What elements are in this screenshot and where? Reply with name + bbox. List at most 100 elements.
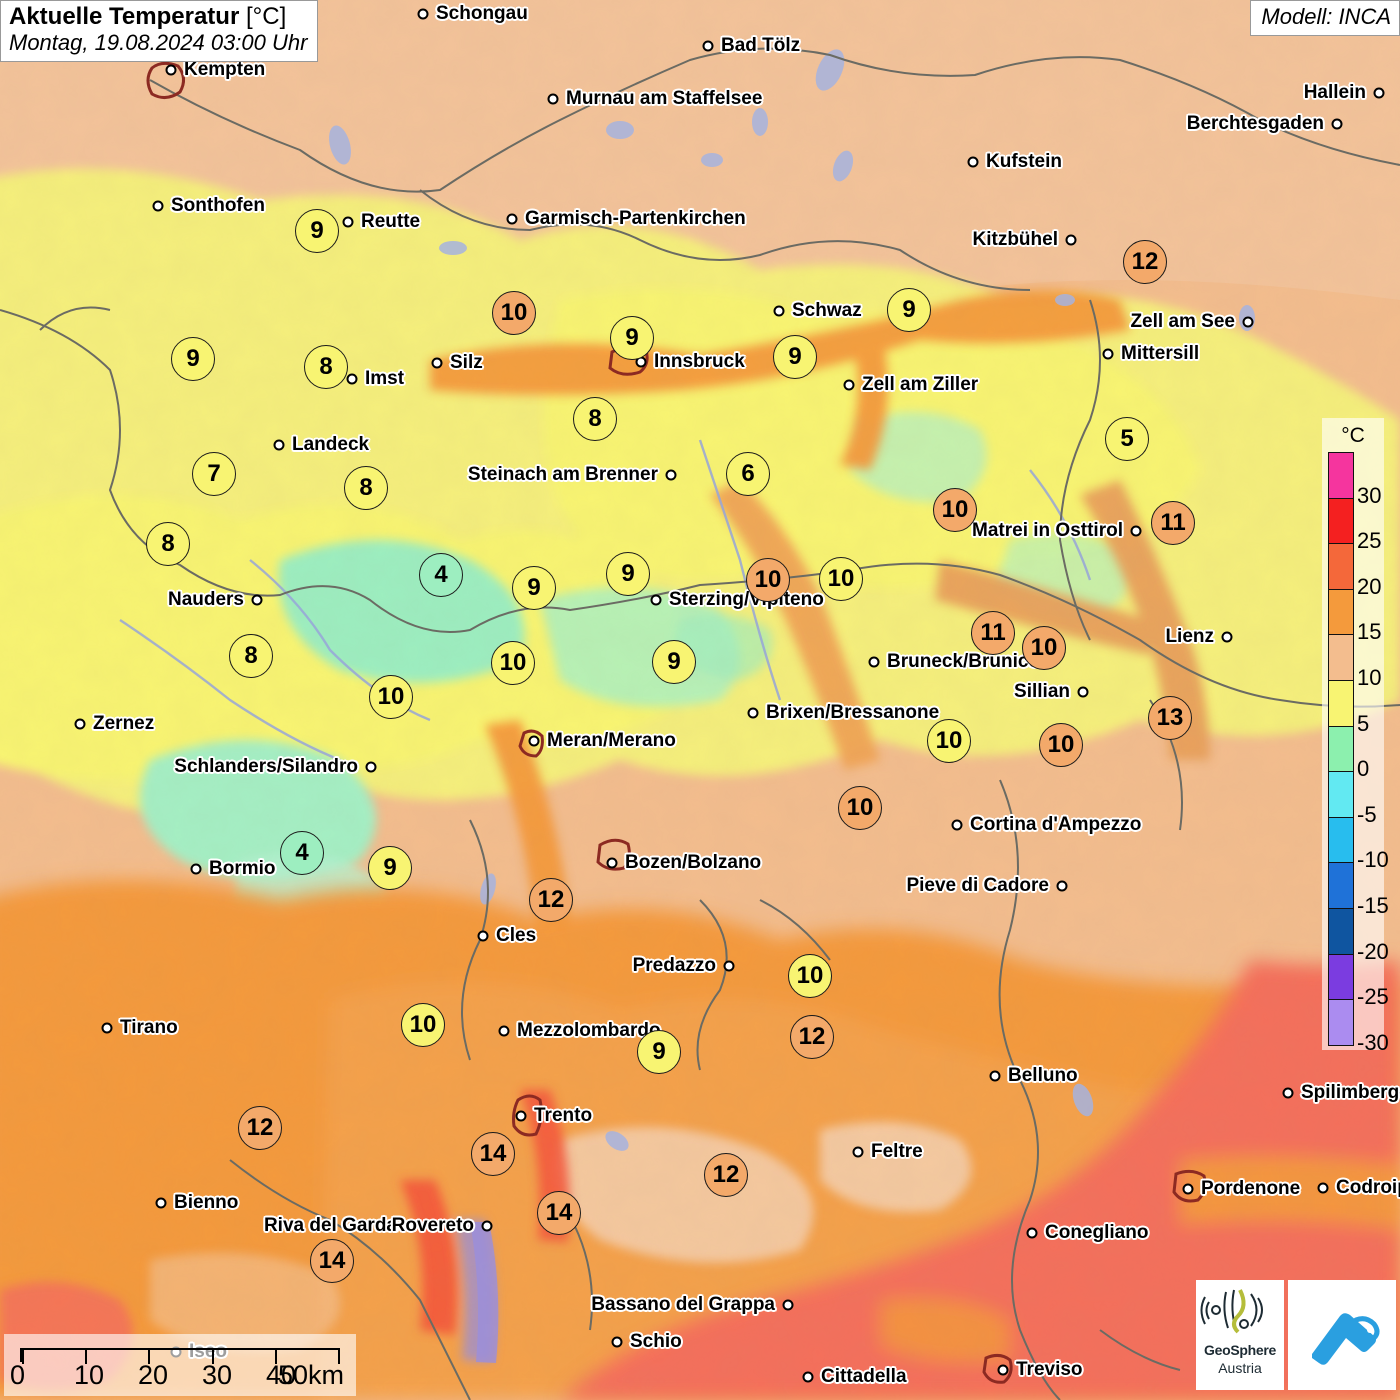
- temperature-station-marker[interactable]: 14: [310, 1239, 354, 1283]
- temperature-station-marker[interactable]: 4: [280, 831, 324, 875]
- scale-label: 0: [10, 1360, 26, 1390]
- city-label: Sonthofen: [171, 195, 265, 216]
- temperature-station-marker[interactable]: 10: [933, 488, 977, 532]
- temperature-station-marker[interactable]: 9: [295, 209, 339, 253]
- city-label: Rovereto: [391, 1215, 474, 1236]
- city-label: Schwaz: [792, 300, 862, 321]
- temperature-station-marker[interactable]: 9: [637, 1030, 681, 1074]
- temperature-station-marker[interactable]: 9: [368, 846, 412, 890]
- temperature-station-marker[interactable]: 9: [887, 288, 931, 332]
- city-dot-icon: [346, 373, 358, 385]
- city-dot-icon: [342, 216, 354, 228]
- temperature-station-marker[interactable]: 6: [726, 452, 770, 496]
- legend-tick-label: 5: [1357, 710, 1370, 736]
- temperature-station-marker[interactable]: 9: [512, 566, 556, 610]
- temperature-station-marker[interactable]: 9: [171, 337, 215, 381]
- temperature-station-marker[interactable]: 13: [1148, 696, 1192, 740]
- model-label: Modell: INCA: [1261, 4, 1391, 29]
- city-dot-icon: [365, 761, 377, 773]
- temperature-station-marker[interactable]: 8: [344, 466, 388, 510]
- temperature-station-marker[interactable]: 8: [573, 397, 617, 441]
- city-dot-icon: [1182, 1183, 1194, 1195]
- temperature-station-marker[interactable]: 8: [229, 634, 273, 678]
- temperature-station-marker[interactable]: 10: [1022, 626, 1066, 670]
- city-dot-icon: [606, 857, 618, 869]
- city-label: Nauders: [167, 589, 244, 610]
- city-dot-icon: [528, 735, 540, 747]
- city-dot-icon: [702, 40, 714, 52]
- city-label: Murnau am Staffelsee: [566, 88, 763, 109]
- temperature-station-marker[interactable]: 10: [927, 719, 971, 763]
- temperature-station-marker[interactable]: 12: [1123, 240, 1167, 284]
- city-label: Schio: [630, 1331, 682, 1352]
- temperature-station-marker[interactable]: 9: [610, 316, 654, 360]
- title-text: Aktuelle Temperatur: [9, 3, 240, 30]
- city-label: Feltre: [871, 1141, 923, 1162]
- temperature-station-marker[interactable]: 12: [790, 1015, 834, 1059]
- legend-unit-label: °C: [1341, 424, 1365, 447]
- city-label: Schlanders/Silandro: [174, 756, 358, 777]
- city-label: Kitzbühel: [972, 229, 1059, 250]
- temperature-station-marker[interactable]: 8: [146, 522, 190, 566]
- temperature-station-marker[interactable]: 11: [971, 611, 1015, 655]
- city-dot-icon: [997, 1364, 1009, 1376]
- city-label: Sillian: [1014, 681, 1070, 702]
- legend-band-minus20: -20: [1328, 907, 1389, 964]
- city-label: Bozen/Bolzano: [625, 852, 762, 873]
- temperature-station-marker[interactable]: 14: [471, 1132, 515, 1176]
- city-dot-icon: [1242, 316, 1254, 328]
- legend-tick-label: -25: [1357, 984, 1389, 1010]
- city-label: Schongau: [436, 3, 528, 24]
- temperature-station-marker[interactable]: 14: [537, 1191, 581, 1235]
- title-unit: [°C]: [245, 3, 287, 30]
- city-label: Cortina d'Ampezzo: [970, 814, 1142, 835]
- city-label: Reutte: [361, 211, 421, 232]
- temperature-station-marker[interactable]: 10: [819, 557, 863, 601]
- city-dot-icon: [1130, 525, 1142, 537]
- temperature-station-marker[interactable]: 10: [788, 954, 832, 998]
- scale-tick: [274, 1350, 277, 1364]
- city-dot-icon: [1056, 880, 1068, 892]
- temperature-station-marker[interactable]: 11: [1151, 501, 1195, 545]
- temperature-station-marker[interactable]: 12: [238, 1106, 282, 1150]
- temperature-station-marker[interactable]: 9: [606, 552, 650, 596]
- city-dot-icon: [802, 1371, 814, 1383]
- partner-logo[interactable]: [1288, 1280, 1396, 1390]
- temperature-station-marker[interactable]: 4: [419, 553, 463, 597]
- city-dot-icon: [506, 213, 518, 225]
- geosphere-austria-logo[interactable]: GeoSphere Austria: [1196, 1280, 1284, 1390]
- legend-tick-label: 15: [1357, 619, 1382, 645]
- temperature-station-marker[interactable]: 10: [401, 1003, 445, 1047]
- temperature-station-marker[interactable]: 10: [369, 675, 413, 719]
- temperature-station-marker[interactable]: 10: [491, 641, 535, 685]
- scale-label: 20: [138, 1360, 169, 1390]
- temperature-station-marker[interactable]: 8: [304, 345, 348, 389]
- temperature-station-marker[interactable]: 12: [704, 1153, 748, 1197]
- legend-tick-label: 0: [1357, 756, 1370, 782]
- temperature-station-marker[interactable]: 10: [838, 786, 882, 830]
- city-label: Spilimbergo: [1301, 1082, 1400, 1103]
- city-label: Silz: [450, 352, 483, 373]
- temperature-station-marker[interactable]: 10: [492, 291, 536, 335]
- city-label: Mittersill: [1121, 343, 1200, 364]
- city-label: Bienno: [174, 1192, 239, 1213]
- city-dot-icon: [74, 718, 86, 730]
- city-label: Hallein: [1303, 82, 1366, 103]
- temperature-station-marker[interactable]: 9: [652, 640, 696, 684]
- temperature-station-marker[interactable]: 10: [746, 558, 790, 602]
- temperature-station-marker[interactable]: 5: [1105, 417, 1149, 461]
- city-label: Zell am Ziller: [862, 374, 979, 395]
- temperature-station-marker[interactable]: 10: [1039, 723, 1083, 767]
- legend-tick-label: -15: [1357, 892, 1389, 918]
- city-label: Tirano: [120, 1017, 178, 1038]
- city-dot-icon: [498, 1025, 510, 1037]
- temperature-station-marker[interactable]: 9: [773, 335, 817, 379]
- temperature-station-marker[interactable]: 7: [192, 452, 236, 496]
- city-dot-icon: [1077, 686, 1089, 698]
- legend-band-minus15: -15: [1328, 862, 1389, 918]
- city-dot-icon: [101, 1022, 113, 1034]
- temperature-station-marker[interactable]: 12: [529, 878, 573, 922]
- scale-label: 30: [202, 1360, 233, 1390]
- city-label: Riva del Garda: [263, 1215, 397, 1236]
